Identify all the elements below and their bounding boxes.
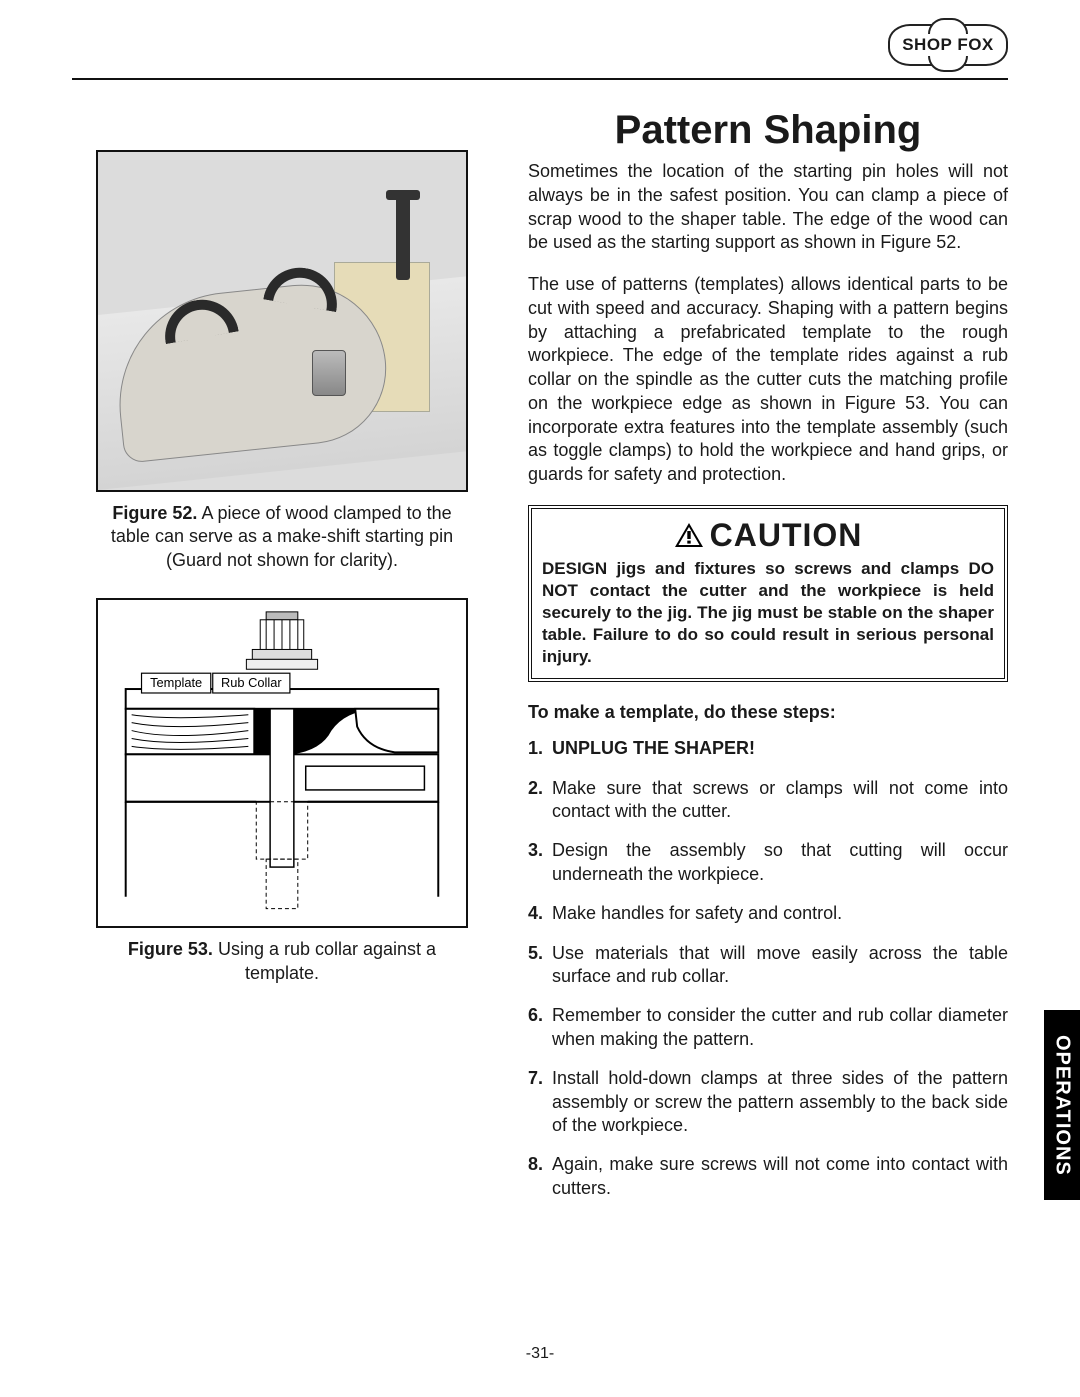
steps-list: 1.UNPLUG THE SHAPER! 2.Make sure that sc…	[528, 737, 1008, 1200]
step-6: 6.Remember to consider the cutter and ru…	[528, 1004, 1008, 1051]
page-title: Pattern Shaping	[528, 108, 1008, 152]
caution-box: CAUTION DESIGN jigs and fixtures so scre…	[528, 505, 1008, 682]
brand-name: SHOP FOX	[902, 35, 994, 55]
figure-53-image: Template Rub Collar	[96, 598, 468, 928]
figure-52-image	[96, 150, 468, 492]
steps-intro: To make a template, do these steps:	[528, 702, 1008, 723]
right-column: Pattern Shaping Sometimes the location o…	[528, 108, 1008, 1216]
figure-52-label: Figure 52.	[112, 503, 197, 523]
step-1: 1.UNPLUG THE SHAPER!	[528, 737, 1008, 760]
section-tab: OPERATIONS	[1044, 1010, 1080, 1200]
fig53-label-rubcollar: Rub Collar	[221, 675, 282, 690]
page-number: -31-	[526, 1345, 554, 1363]
step-2: 2.Make sure that screws or clamps will n…	[528, 777, 1008, 824]
caution-heading: CAUTION	[542, 517, 994, 554]
paragraph-2: The use of patterns (templates) allows i…	[528, 273, 1008, 487]
step-8: 8.Again, make sure screws will not come …	[528, 1153, 1008, 1200]
header-rule	[72, 78, 1008, 80]
figure-52-caption: Figure 52. A piece of wood clamped to th…	[72, 502, 492, 572]
figure-53-label: Figure 53.	[128, 939, 213, 959]
step-3: 3.Design the assembly so that cutting wi…	[528, 839, 1008, 886]
step-7: 7.Install hold-down clamps at three side…	[528, 1067, 1008, 1137]
left-column: Figure 52. A piece of wood clamped to th…	[72, 108, 492, 1216]
page-content: Figure 52. A piece of wood clamped to th…	[72, 108, 1008, 1216]
fig53-label-template: Template	[150, 675, 202, 690]
caution-heading-text: CAUTION	[710, 517, 863, 554]
step-4: 4.Make handles for safety and control.	[528, 902, 1008, 925]
step-5: 5.Use materials that will move easily ac…	[528, 942, 1008, 989]
figure-53-text: Using a rub collar against a template.	[218, 939, 436, 982]
brand-logo: SHOP FOX	[888, 24, 1008, 66]
paragraph-1: Sometimes the location of the starting p…	[528, 160, 1008, 255]
warning-icon	[674, 522, 704, 548]
caution-body: DESIGN jigs and fixtures so screws and c…	[542, 558, 994, 668]
figure-53-caption: Figure 53. Using a rub collar against a …	[72, 938, 492, 985]
